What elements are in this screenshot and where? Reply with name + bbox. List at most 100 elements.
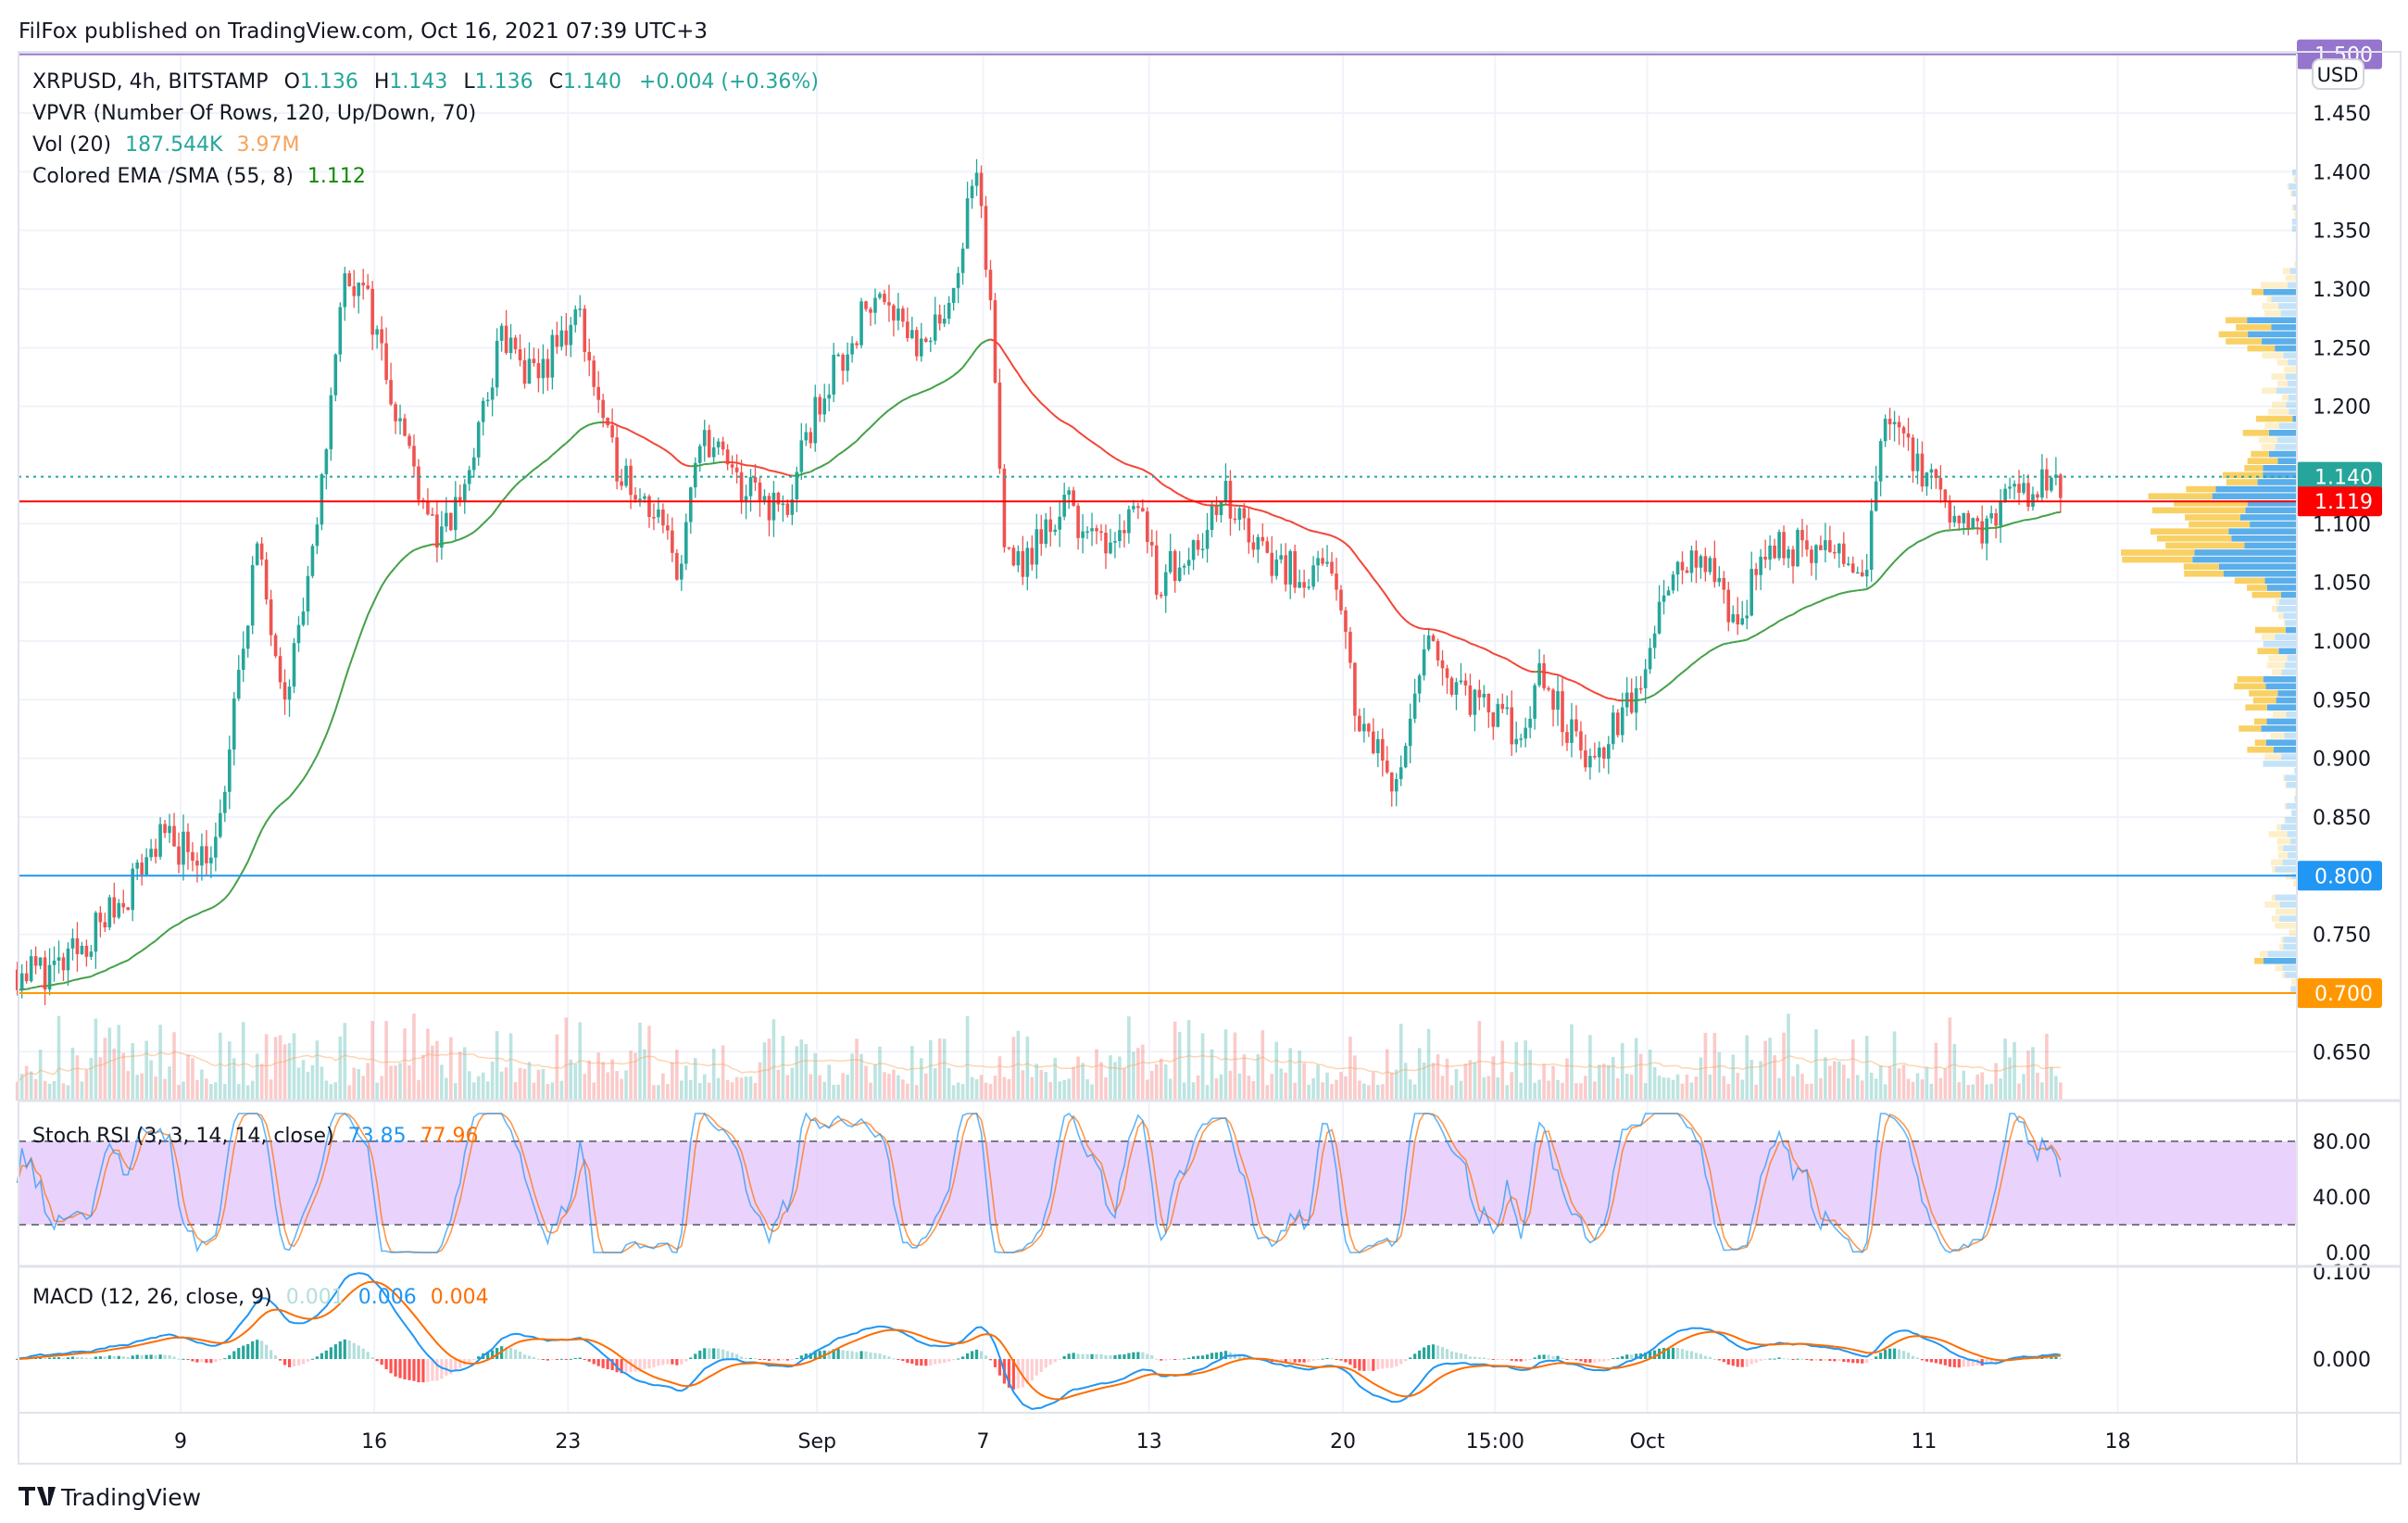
volume-bar <box>1265 1085 1270 1101</box>
macd-histogram-bar <box>1842 1359 1846 1363</box>
volume-bar <box>394 1065 397 1101</box>
volume-bar <box>2026 1051 2030 1101</box>
candle-up <box>688 487 693 522</box>
candle-down <box>264 560 269 600</box>
candle-down <box>901 308 905 322</box>
ema-segment <box>570 434 576 440</box>
legend-macd[interactable]: MACD (12, 26, close, 9) 0.001 0.006 0.00… <box>32 1286 489 1309</box>
candle-up <box>541 359 546 379</box>
candle-up <box>1533 685 1536 719</box>
vpvr-up-row <box>2257 479 2297 485</box>
ema-segment <box>2041 514 2048 518</box>
volume-bar <box>970 1076 974 1101</box>
macd-histogram-bar <box>1796 1358 1800 1360</box>
candle-down <box>140 862 144 875</box>
volume-bar <box>1044 1072 1048 1101</box>
macd-histogram-bar <box>1183 1358 1186 1360</box>
macd-histogram-bar <box>1039 1359 1043 1373</box>
macd-histogram-bar <box>850 1351 854 1359</box>
ema-segment <box>1133 465 1139 470</box>
vpvr-up-row <box>2276 436 2297 444</box>
macd-histogram-bar <box>107 1355 111 1359</box>
vpvr-up-row <box>2289 268 2297 274</box>
volume-bar <box>1325 1072 1329 1101</box>
candle-up <box>1288 550 1292 585</box>
ema-segment <box>228 886 235 894</box>
macd-histogram-bar <box>1284 1359 1287 1364</box>
macd-histogram-bar <box>1311 1359 1315 1361</box>
volume-bar <box>518 1067 522 1101</box>
tradingview-logo[interactable]: TradingView <box>19 1484 201 1511</box>
legend-vpvr[interactable]: VPVR (Number Of Rows, 120, Up/Down, 70) <box>32 102 476 125</box>
candle-down <box>1380 738 1385 761</box>
ema-segment <box>1902 547 1910 553</box>
currency-button[interactable]: USD <box>2312 58 2364 90</box>
vpvr-up-row <box>2266 704 2297 711</box>
ema-segment <box>478 522 484 529</box>
macd-histogram-bar <box>762 1359 767 1360</box>
candle-up <box>131 868 135 911</box>
volume-bar <box>910 1046 914 1101</box>
macd-histogram-bar <box>1436 1345 1440 1359</box>
macd-histogram-bar <box>1773 1358 1776 1360</box>
volume-bar <box>282 1044 287 1101</box>
vpvr-up-row <box>2284 774 2297 781</box>
candle-up <box>1717 577 1722 583</box>
ema-segment <box>957 366 964 373</box>
macd-histogram-bar <box>431 1359 434 1381</box>
volume-bar <box>1284 1072 1288 1101</box>
volume-bar <box>748 1076 753 1101</box>
candle-up <box>1607 744 1611 759</box>
macd-histogram-bar <box>541 1359 546 1360</box>
legend-ema[interactable]: Colored EMA /SMA (55, 8) 1.112 <box>32 165 366 188</box>
ema-segment <box>842 447 848 453</box>
candle-down <box>1486 693 1491 712</box>
candle-up <box>1422 648 1426 676</box>
candle-up <box>1496 703 1500 727</box>
symbol-label[interactable]: XRPUSD, 4h, BITSTAMP <box>32 70 269 94</box>
macd-histogram-bar <box>228 1354 232 1359</box>
ema-segment <box>1594 691 1600 696</box>
volume-bar <box>2054 1076 2058 1101</box>
volume-bar <box>781 1036 785 1101</box>
volume-bar <box>624 1070 628 1101</box>
vpvr-up-row <box>2212 493 2297 499</box>
vpvr-down-row <box>2277 851 2289 859</box>
macd-histogram-bar <box>1288 1359 1292 1362</box>
volume-bar <box>919 1058 923 1101</box>
volume-bar <box>1850 1038 1855 1101</box>
ema-segment <box>1501 656 1508 661</box>
ema-segment <box>865 426 872 433</box>
macd-histogram-bar <box>1104 1354 1108 1359</box>
volume-bar <box>1551 1065 1555 1101</box>
macd-histogram-bar <box>1837 1359 1841 1362</box>
macd-histogram-bar <box>1372 1359 1375 1371</box>
volume-bar <box>901 1079 905 1101</box>
candle-up <box>748 476 753 497</box>
volume-bar <box>818 1075 822 1101</box>
ema-segment <box>1667 679 1674 686</box>
vpvr-up-row <box>2275 444 2297 450</box>
legend-volume[interactable]: Vol (20) 187.544K 3.97M <box>32 133 299 157</box>
candle-down <box>1344 610 1348 633</box>
ema-segment <box>658 445 664 450</box>
legend-stoch-rsi[interactable]: Stoch RSI (3, 3, 14, 14, close) 73.85 77… <box>32 1125 479 1148</box>
candle-up <box>974 172 979 186</box>
macd-histogram-bar <box>1584 1359 1587 1363</box>
ema-segment <box>1298 524 1305 529</box>
candle-up <box>1837 543 1841 554</box>
candle-up <box>490 387 495 400</box>
ema-segment <box>1280 517 1286 522</box>
vpvr-up-row <box>2267 950 2297 957</box>
price-tick-label: 1.000 <box>2313 631 2371 654</box>
vpvr-up-row <box>2285 661 2297 669</box>
time-tick-label: 11 <box>1911 1430 1937 1454</box>
volume-bar <box>680 1080 684 1101</box>
grid <box>19 54 2297 1413</box>
candle-down <box>1136 506 1140 509</box>
candle-down <box>163 824 167 834</box>
macd-histogram-bar <box>753 1358 758 1360</box>
macd-histogram-bar <box>657 1359 660 1366</box>
